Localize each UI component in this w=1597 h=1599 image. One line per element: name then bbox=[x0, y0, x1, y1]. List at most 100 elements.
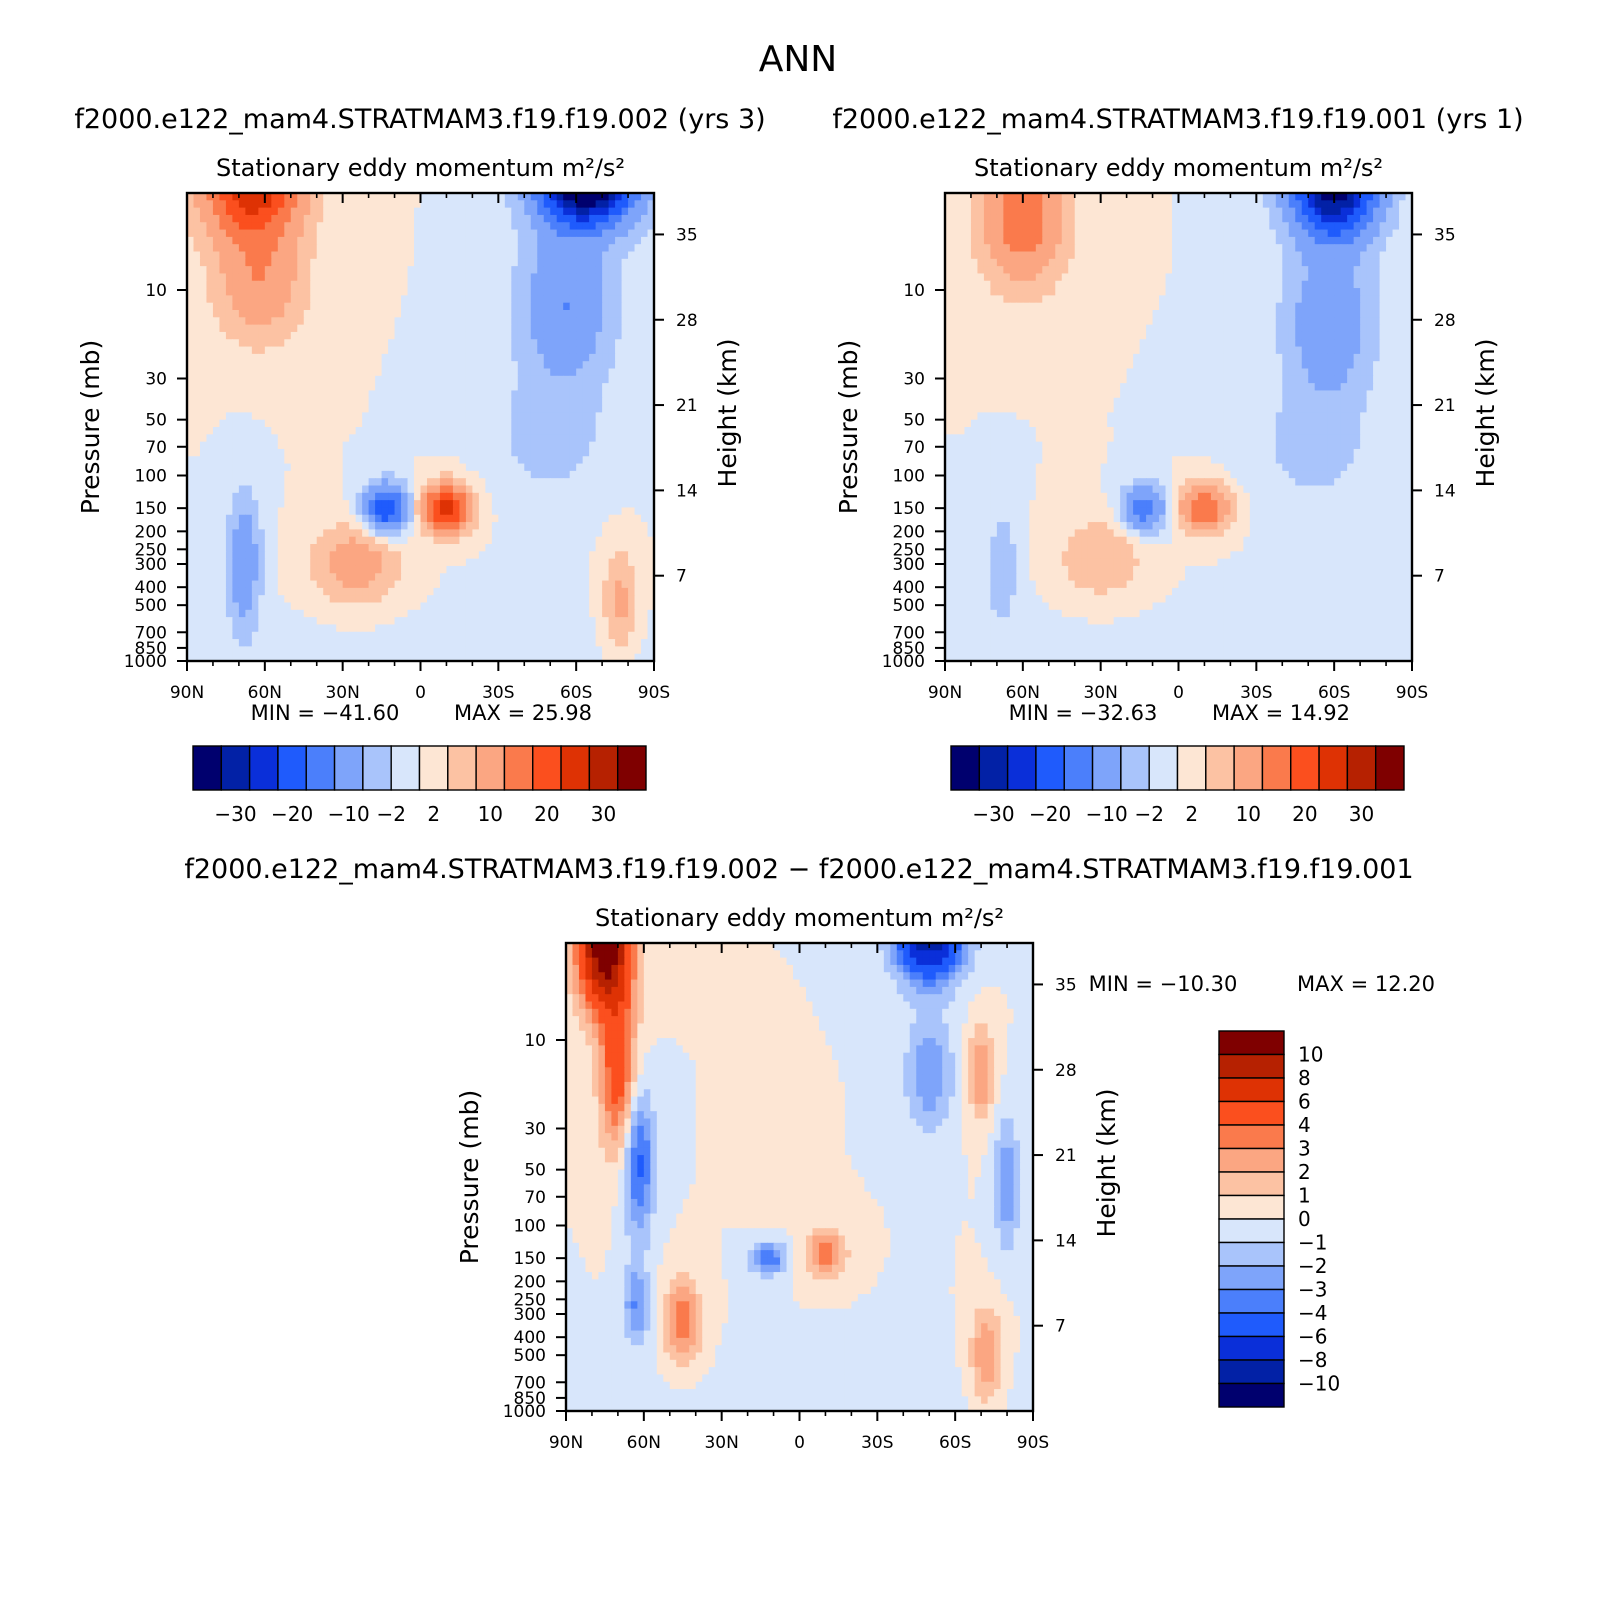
field-cell bbox=[303, 419, 311, 428]
field-cell bbox=[349, 244, 357, 253]
field-cell bbox=[212, 324, 221, 333]
field-cell bbox=[524, 427, 532, 435]
field-cell bbox=[212, 478, 221, 487]
plot-title: Stationary eddy momentum m²/s² bbox=[974, 154, 1383, 182]
field-cell bbox=[511, 602, 519, 611]
field-cell bbox=[212, 456, 221, 465]
field-cell bbox=[199, 324, 208, 333]
field-cell bbox=[245, 251, 253, 260]
field-cell bbox=[452, 383, 461, 392]
field-cell bbox=[478, 288, 486, 296]
field-cell bbox=[543, 595, 551, 604]
field-cell bbox=[459, 478, 467, 487]
field-cell bbox=[284, 587, 292, 596]
field-cell bbox=[297, 419, 305, 428]
field-cell bbox=[433, 266, 441, 275]
field-cell bbox=[582, 317, 590, 326]
field-cell bbox=[589, 573, 597, 582]
field-cell bbox=[1081, 214, 1089, 223]
field-cell bbox=[368, 544, 376, 552]
field-cell bbox=[459, 485, 467, 494]
field-cell bbox=[245, 383, 253, 392]
field-cell bbox=[238, 419, 246, 428]
field-cell bbox=[232, 448, 240, 457]
field-cell bbox=[465, 419, 473, 428]
field-cell bbox=[329, 617, 337, 626]
field-cell bbox=[414, 390, 422, 399]
field-cell bbox=[297, 470, 305, 479]
field-cell bbox=[602, 463, 610, 472]
field-cell bbox=[342, 536, 350, 545]
field-cell bbox=[569, 229, 577, 238]
field-cell bbox=[329, 485, 337, 494]
field-cell bbox=[517, 565, 525, 574]
field-cell bbox=[491, 353, 499, 362]
field-cell bbox=[290, 266, 298, 275]
field-cell bbox=[225, 375, 234, 384]
field-cell bbox=[199, 419, 208, 428]
field-cell bbox=[498, 310, 506, 318]
field-cell bbox=[465, 573, 473, 582]
field-cell bbox=[193, 522, 201, 530]
field-cell bbox=[478, 602, 486, 611]
field-cell bbox=[472, 266, 480, 275]
field-cell bbox=[264, 536, 272, 545]
field-cell bbox=[329, 193, 337, 201]
field-cell bbox=[407, 251, 415, 260]
field-cell bbox=[1379, 207, 1387, 216]
field-cell bbox=[563, 514, 571, 523]
field-cell bbox=[439, 419, 448, 428]
field-cell bbox=[517, 412, 525, 421]
field-cell bbox=[251, 500, 259, 509]
field-cell bbox=[576, 441, 584, 450]
field-cell bbox=[225, 448, 234, 457]
field-cell bbox=[426, 405, 435, 413]
field-cell bbox=[251, 492, 259, 501]
field-cell bbox=[187, 244, 195, 253]
field-cell bbox=[530, 485, 538, 494]
field-cell bbox=[388, 653, 396, 662]
field-cell bbox=[608, 405, 616, 413]
field-cell bbox=[297, 214, 305, 223]
field-cell bbox=[439, 302, 448, 311]
field-cell bbox=[446, 456, 454, 465]
field-cell bbox=[452, 609, 461, 618]
field-cell bbox=[271, 529, 279, 538]
field-cell bbox=[303, 207, 311, 216]
field-cell bbox=[589, 470, 597, 479]
field-cell bbox=[485, 361, 493, 370]
field-cell bbox=[459, 273, 467, 282]
field-cell bbox=[414, 405, 422, 413]
field-cell bbox=[524, 419, 532, 428]
field-cell bbox=[446, 573, 454, 582]
field-cell bbox=[336, 317, 344, 326]
field-cell bbox=[212, 492, 221, 501]
field-cell bbox=[251, 441, 259, 450]
field-cell bbox=[543, 310, 551, 318]
field-cell bbox=[628, 258, 636, 267]
field-cell bbox=[524, 222, 532, 231]
field-cell bbox=[193, 602, 201, 611]
field-cell bbox=[394, 595, 402, 604]
field-cell bbox=[498, 573, 506, 582]
field-cell bbox=[349, 251, 357, 260]
field-cell bbox=[517, 273, 525, 282]
field-cell bbox=[517, 317, 525, 326]
field-cell bbox=[407, 368, 415, 377]
field-cell bbox=[245, 375, 253, 384]
field-cell bbox=[1275, 207, 1283, 216]
field-cell bbox=[310, 193, 318, 201]
field-cell bbox=[602, 258, 610, 267]
field-cell bbox=[550, 646, 558, 655]
field-cell bbox=[550, 580, 558, 589]
field-cell bbox=[303, 456, 311, 465]
field-cell bbox=[446, 273, 454, 282]
field-cell bbox=[219, 448, 227, 457]
field-cell bbox=[388, 609, 396, 618]
field-cell bbox=[407, 295, 415, 304]
field-cell bbox=[504, 295, 512, 304]
field-cell bbox=[452, 258, 461, 267]
field-cell bbox=[290, 390, 298, 399]
field-cell bbox=[355, 485, 363, 494]
field-cell bbox=[297, 653, 305, 662]
